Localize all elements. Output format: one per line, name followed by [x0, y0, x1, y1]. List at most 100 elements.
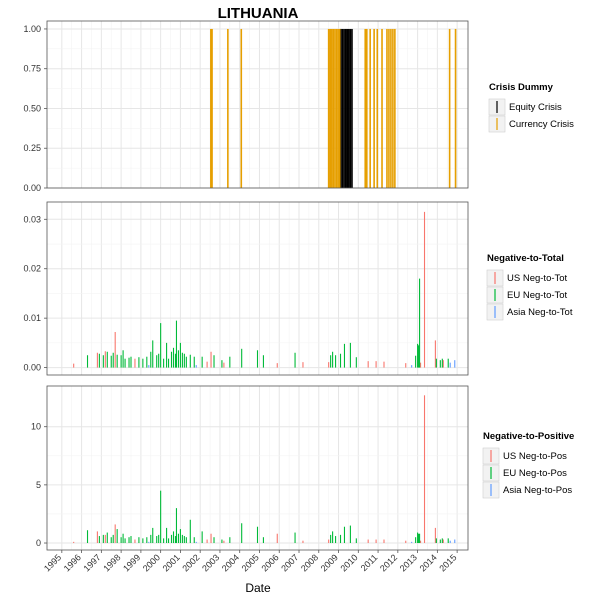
x-tick-label: 2005	[240, 552, 261, 573]
x-tick-label: 2003	[200, 552, 221, 573]
bar	[240, 28, 243, 189]
bar	[390, 28, 392, 189]
bar	[449, 362, 451, 368]
legend-entry: EU Neg-to-Pos	[503, 468, 567, 479]
bar	[114, 331, 116, 368]
bar	[172, 347, 175, 368]
bar	[183, 536, 185, 544]
legend-title: Crisis Dummy	[489, 82, 554, 93]
bar	[211, 28, 213, 189]
bar	[375, 539, 377, 544]
bar	[112, 352, 114, 368]
bar	[152, 527, 154, 544]
y-tick-label: 0.00	[23, 183, 41, 193]
bar	[166, 527, 168, 544]
bar	[420, 362, 422, 368]
bar	[375, 361, 377, 368]
bar	[256, 526, 259, 544]
series-equity-crisis	[340, 28, 353, 189]
x-axis-label: Date	[245, 581, 271, 595]
bar	[454, 360, 456, 368]
bar	[335, 28, 338, 189]
bar	[441, 358, 443, 368]
bar	[434, 340, 436, 368]
x-tick-label: 2015	[437, 552, 458, 573]
bar	[435, 358, 437, 368]
bar	[229, 356, 231, 368]
legend-entry: Currency Crisis	[509, 119, 574, 130]
bar	[256, 350, 259, 368]
bar	[223, 540, 225, 544]
bar	[337, 28, 339, 189]
bar	[158, 353, 160, 368]
bar	[364, 28, 367, 189]
x-tick-label: 2012	[378, 552, 399, 573]
x-tick-label: 1995	[42, 552, 63, 573]
bar	[415, 355, 417, 368]
bar	[335, 355, 337, 368]
x-tick-label: 2011	[359, 552, 380, 573]
legend-title: Negative-to-Total	[487, 253, 564, 264]
x-tick-label: 2014	[418, 552, 439, 573]
x-tick-label: 2013	[398, 552, 419, 573]
bar	[174, 353, 177, 368]
bar	[73, 363, 75, 368]
bar	[122, 533, 124, 544]
bar	[415, 537, 417, 544]
bar	[355, 357, 357, 368]
legend-entry: US Neg-to-Pos	[503, 451, 567, 462]
bar	[106, 351, 108, 368]
bar	[130, 536, 132, 544]
bar	[201, 531, 203, 544]
bar	[96, 352, 98, 368]
bar	[394, 28, 396, 189]
bar	[181, 352, 183, 368]
bar	[138, 537, 140, 544]
bar	[348, 28, 350, 189]
bar	[449, 540, 451, 544]
bar	[262, 355, 264, 368]
bar	[106, 532, 108, 544]
bar	[343, 526, 346, 544]
bar	[168, 358, 170, 368]
bar	[418, 533, 420, 544]
bar	[327, 28, 330, 189]
bar	[172, 531, 175, 544]
bar	[276, 363, 278, 368]
bar	[116, 354, 118, 368]
panel-border	[46, 385, 469, 551]
bar	[98, 353, 100, 368]
bar	[411, 541, 413, 544]
bar	[104, 534, 106, 544]
bar	[441, 538, 443, 544]
bar	[227, 28, 229, 189]
bar	[349, 28, 352, 189]
x-tick-label: 2006	[259, 552, 280, 573]
bar	[392, 28, 394, 189]
bar	[351, 28, 353, 189]
x-tick-label: 2002	[180, 552, 201, 573]
bar	[166, 342, 168, 368]
bar	[201, 356, 203, 368]
bar	[276, 533, 278, 544]
bar	[419, 533, 421, 544]
bar	[328, 362, 330, 368]
panel-crisis: 0.00 0.25 0.50 0.75 1.00 Crisis Dummy Equity C…	[23, 20, 574, 193]
y-tick-label: 5	[36, 480, 41, 490]
series-eu-neg-to-pos	[86, 490, 449, 544]
x-tick-label: 2009	[319, 552, 340, 573]
bar	[210, 533, 212, 544]
bar	[160, 490, 162, 544]
y-tick-label: 0.03	[23, 214, 41, 224]
bar	[158, 534, 160, 544]
bar	[189, 519, 191, 544]
series-us-neg-to-pos	[73, 395, 444, 544]
series-currency-crisis	[210, 28, 457, 189]
bar	[439, 539, 441, 544]
bar	[418, 345, 420, 368]
legend-negpos: Negative-to-Positive US Neg-to-Pos EU Neg-…	[482, 431, 574, 499]
bar	[417, 532, 419, 544]
bar	[294, 352, 296, 368]
y-tick-label: 0.01	[23, 313, 41, 323]
bar	[170, 534, 173, 544]
